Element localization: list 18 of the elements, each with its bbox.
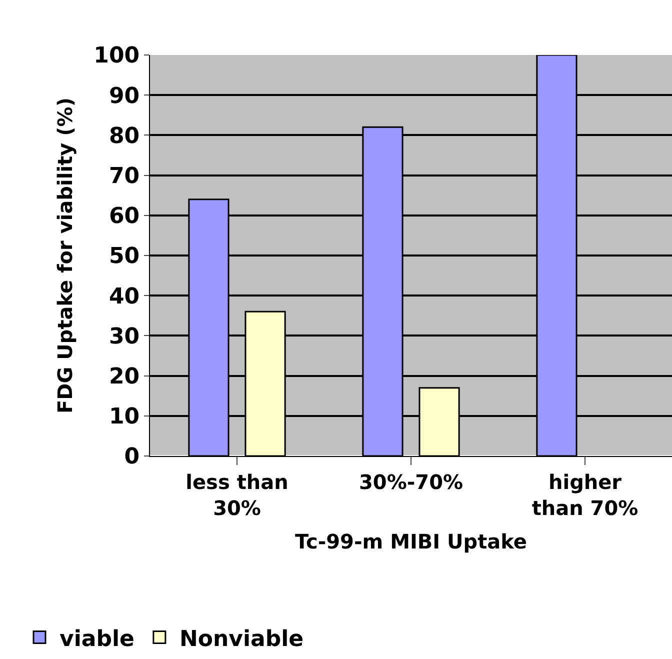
y-tick-label: 30 [108,324,140,350]
y-tick-label: 70 [108,164,140,189]
y-tick-label: 60 [108,204,140,230]
legend-label: viable [60,626,134,652]
y-axis-title: FDG Uptake for viability (%) [53,98,78,414]
x-axis-title: Tc-99-m MIBI Uptake [294,530,528,554]
y-tick-label: 100 [94,44,140,69]
y-tick-label: 0 [124,444,140,470]
y-tick-label: 80 [108,124,140,149]
y-tick-label: 50 [108,244,140,270]
x-tick-label: higher than 70% [532,470,638,520]
y-tick-label: 10 [108,404,140,430]
y-tick-label: 20 [108,364,140,390]
y-tick-label: 90 [108,84,140,109]
y-tick-label: 40 [108,284,140,310]
x-tick-label: less than 30% [186,470,288,520]
x-tick-label: 30%-70% [358,470,464,494]
legend-label: Nonviable [179,626,304,652]
